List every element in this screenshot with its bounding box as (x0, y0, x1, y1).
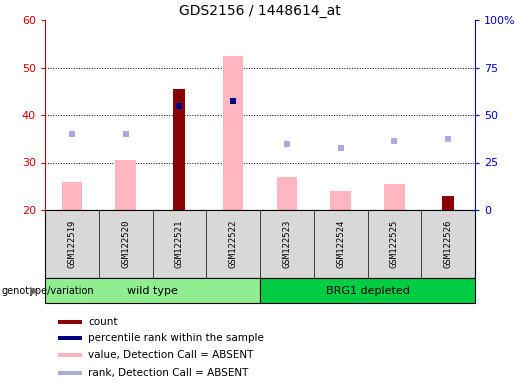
Bar (223, 56, 243, 210)
Text: rank, Detection Call = ABSENT: rank, Detection Call = ABSENT (88, 368, 248, 378)
Text: GSM122525: GSM122525 (390, 220, 399, 268)
Text: GSM122524: GSM122524 (336, 220, 345, 268)
Text: GSM122526: GSM122526 (443, 220, 453, 268)
Text: count: count (88, 317, 117, 327)
Text: value, Detection Call = ABSENT: value, Detection Call = ABSENT (88, 350, 253, 360)
Text: GSM122523: GSM122523 (282, 220, 291, 268)
Text: BRG1 depleted: BRG1 depleted (325, 285, 409, 296)
Title: GDS2156 / 1448614_at: GDS2156 / 1448614_at (179, 3, 341, 18)
Bar (58, 353, 81, 357)
Bar (62, 182, 82, 210)
Bar (277, 177, 297, 210)
Text: percentile rank within the sample: percentile rank within the sample (88, 333, 264, 343)
Bar (260, 278, 475, 303)
Bar (442, 196, 454, 210)
Text: GSM122522: GSM122522 (229, 220, 237, 268)
Bar (174, 89, 185, 210)
Bar (58, 336, 81, 341)
Text: GSM122519: GSM122519 (67, 220, 76, 268)
Bar (58, 319, 81, 324)
Bar (45, 278, 260, 303)
Text: wild type: wild type (127, 285, 178, 296)
Text: GSM122520: GSM122520 (121, 220, 130, 268)
Text: genotype/variation: genotype/variation (1, 285, 94, 296)
Bar (115, 160, 136, 210)
Text: GSM122521: GSM122521 (175, 220, 184, 268)
Text: ▶: ▶ (30, 285, 39, 296)
Bar (331, 191, 351, 210)
Bar (384, 184, 405, 210)
Bar (58, 371, 81, 376)
